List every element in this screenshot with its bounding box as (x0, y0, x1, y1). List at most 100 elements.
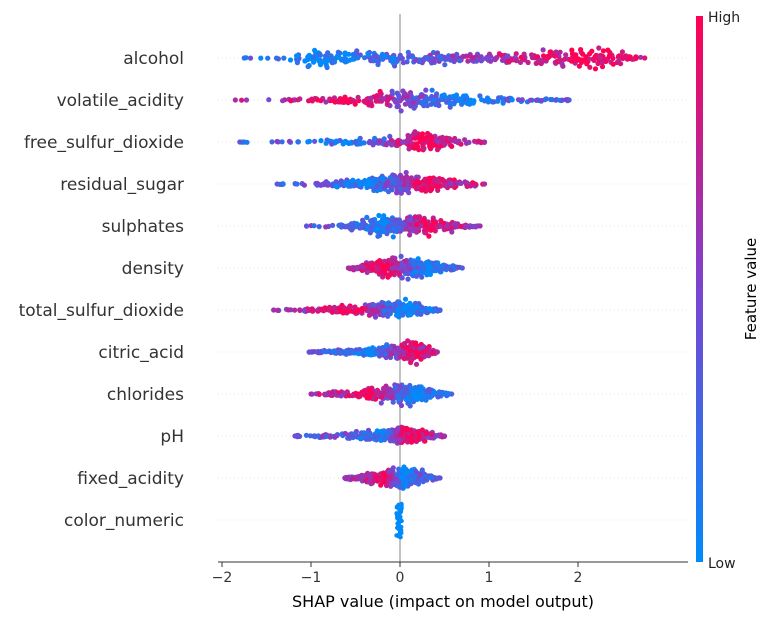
shap-point (362, 55, 368, 61)
shap-point (427, 144, 433, 150)
shap-point (428, 475, 434, 481)
shap-point (384, 101, 390, 107)
shap-point (416, 214, 422, 220)
feature-label: density (122, 259, 184, 279)
shap-point (459, 265, 465, 271)
shap-point (381, 136, 387, 142)
shap-point (519, 97, 525, 103)
shap-point (391, 55, 397, 61)
shap-point (463, 140, 470, 146)
shap-point (447, 136, 453, 142)
shap-point (361, 140, 367, 146)
shap-point (419, 427, 425, 433)
shap-point (496, 95, 502, 101)
shap-point (343, 350, 349, 356)
shap-point (450, 93, 456, 99)
shap-point (368, 225, 374, 231)
shap-point (437, 135, 443, 141)
shap-point (374, 428, 380, 434)
shap-point (394, 311, 400, 317)
shap-point (399, 261, 405, 267)
shap-point (349, 393, 355, 399)
shap-point (412, 131, 418, 137)
shap-point (306, 98, 312, 104)
shap-point (368, 95, 374, 101)
shap-point (477, 223, 483, 229)
shap-point (403, 226, 409, 232)
shap-point (345, 224, 351, 230)
shap-point (247, 55, 254, 61)
shap-point (348, 182, 355, 188)
shap-point (549, 97, 555, 103)
shap-point (450, 53, 456, 59)
shap-point (388, 271, 394, 277)
shap-point (288, 98, 294, 104)
shap-point (399, 474, 405, 480)
shap-point (358, 435, 364, 441)
shap-point (274, 181, 280, 187)
shap-point (336, 54, 342, 61)
shap-point (441, 433, 448, 439)
shap-point (338, 393, 344, 399)
shap-point (306, 52, 312, 59)
shap-point (485, 99, 491, 105)
shap-point (424, 430, 430, 436)
shap-point (399, 311, 405, 317)
shap-point (419, 131, 426, 137)
shap-point (533, 60, 539, 66)
feature-points-total_sulfur_dioxide (271, 296, 443, 320)
shap-point (323, 62, 329, 68)
shap-point (606, 53, 613, 59)
shap-point (411, 261, 417, 267)
shap-point (374, 93, 380, 99)
shap-point (418, 269, 424, 275)
shap-point (426, 264, 432, 270)
shap-point (365, 51, 371, 58)
shap-point (311, 54, 317, 60)
shap-point (318, 138, 324, 144)
shap-point (367, 230, 373, 236)
x-tick-label: −2 (212, 570, 233, 586)
shap-point (382, 473, 388, 479)
shap-point (406, 190, 412, 196)
shap-point (407, 139, 413, 145)
shap-point (442, 62, 448, 68)
shap-point (380, 304, 386, 310)
shap-point (362, 306, 368, 312)
shap-point (360, 474, 366, 480)
shap-point (332, 350, 338, 356)
shap-point (599, 60, 605, 66)
shap-point (481, 139, 488, 145)
shap-point (481, 181, 488, 187)
shap-point (422, 477, 428, 483)
shap-point (356, 137, 362, 143)
shap-point (375, 233, 381, 239)
shap-point (365, 430, 371, 436)
shap-point (468, 183, 474, 189)
feature-labels: alcohol volatile_acidity free_sulfur_dioxi… (19, 49, 185, 531)
shap-point (455, 221, 461, 227)
shap-point (638, 54, 644, 60)
shap-point (414, 229, 420, 235)
shap-point (331, 304, 337, 310)
shap-point (364, 392, 370, 399)
shap-point (386, 96, 392, 102)
shap-point (423, 87, 429, 93)
shap-point (397, 437, 403, 443)
shap-point (451, 221, 457, 227)
feature-label: alcohol (123, 49, 184, 69)
shap-point (342, 52, 348, 58)
shap-point (385, 347, 391, 353)
shap-point (405, 437, 411, 443)
shap-point (496, 51, 502, 57)
shap-point (413, 361, 420, 367)
shap-point (431, 268, 437, 274)
shap-point (424, 389, 430, 395)
shap-point (401, 304, 407, 310)
x-tick-label: 0 (396, 570, 405, 586)
shap-point (379, 299, 385, 306)
shap-point (412, 182, 418, 188)
shap-point (584, 61, 590, 67)
feature-label: citric_acid (98, 343, 184, 363)
shap-point (494, 54, 500, 61)
